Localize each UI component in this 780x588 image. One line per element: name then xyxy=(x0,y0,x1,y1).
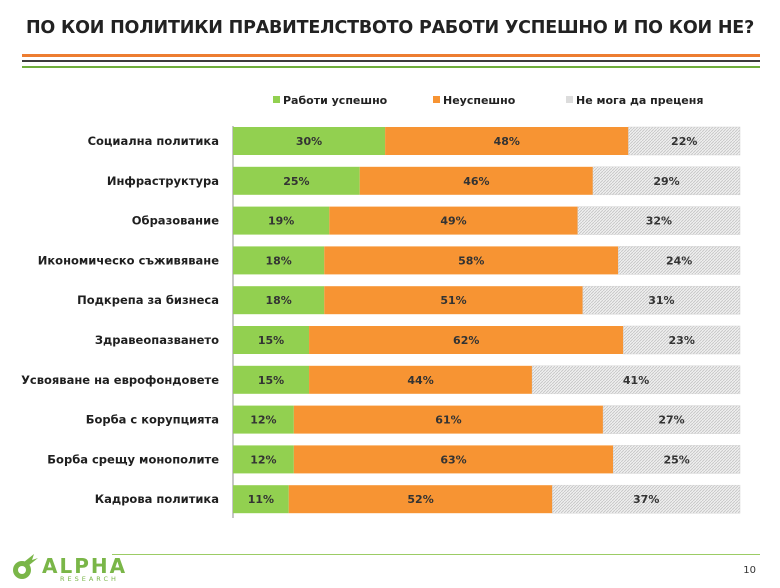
data-label: 63% xyxy=(440,453,466,466)
data-label: 11% xyxy=(248,493,274,506)
data-label: 32% xyxy=(646,215,672,228)
bar-segment-0 xyxy=(233,485,289,514)
page-title: ПО КОИ ПОЛИТИКИ ПРАВИТЕЛСТВОТО РАБОТИ УС… xyxy=(25,18,755,38)
bar-segment-2 xyxy=(628,126,741,156)
data-label: 44% xyxy=(407,374,433,387)
bar-segment-0 xyxy=(233,365,310,394)
data-label: 27% xyxy=(658,414,684,427)
bar-segment-0 xyxy=(233,166,360,195)
category-label: Борба с корупцията xyxy=(86,413,219,427)
data-label: 46% xyxy=(463,175,489,188)
logo-name: ALPHA xyxy=(42,554,128,578)
bar-segment-1 xyxy=(385,127,629,155)
bar-segment-2 xyxy=(552,484,741,514)
data-label: 31% xyxy=(648,294,674,307)
category-label: Борба срещу монополите xyxy=(47,452,219,466)
data-label: 29% xyxy=(653,175,679,188)
bar-segment-1 xyxy=(293,445,614,474)
bar-segment-2 xyxy=(618,246,741,275)
legend-label-0: Работи успешно xyxy=(283,94,388,107)
legend-label-2: Не мога да преценя xyxy=(576,94,703,107)
bar-segment-1 xyxy=(329,206,578,235)
category-label: Усвояване на еврофондовете xyxy=(21,373,219,387)
alpha-research-logo: ALPHA RESEARCH xyxy=(8,552,138,584)
bar-segment-1 xyxy=(359,166,593,195)
bar-segment-0 xyxy=(233,326,310,354)
stacked-bar-chart: Работи успешно Неуспешно Не мога да прецен… xyxy=(21,94,741,518)
footer-rule xyxy=(112,554,760,555)
data-label: 18% xyxy=(265,254,291,267)
bar-segment-1 xyxy=(309,365,533,394)
bar-segment-2 xyxy=(592,166,741,196)
bar-segment-1 xyxy=(293,405,604,434)
logo-subtitle: RESEARCH xyxy=(60,575,119,583)
category-label: Образование xyxy=(132,214,219,228)
bar-segment-2 xyxy=(602,405,741,434)
data-label: 22% xyxy=(671,135,697,148)
data-label: 19% xyxy=(268,215,294,228)
data-label: 58% xyxy=(458,254,484,267)
data-label: 25% xyxy=(663,453,689,466)
category-label: Подкрепа за бизнеса xyxy=(77,293,219,307)
legend-swatch-2 xyxy=(566,96,573,103)
header-rule-orange xyxy=(22,54,760,57)
data-label: 51% xyxy=(440,294,466,307)
legend-swatch-0 xyxy=(273,96,280,103)
page-number: 10 xyxy=(743,565,756,576)
category-label: Икономическо съживяване xyxy=(38,253,219,267)
bar-segment-1 xyxy=(309,326,624,354)
header-rule-green xyxy=(22,66,760,68)
bar-segment-2 xyxy=(623,325,741,355)
chart-bars xyxy=(232,126,741,518)
data-label: 49% xyxy=(440,215,466,228)
logo-mark-icon xyxy=(13,554,38,579)
data-label: 30% xyxy=(296,135,322,148)
bar-segment-0 xyxy=(233,246,325,275)
chart-legend: Работи успешно Неуспешно Не мога да прецен… xyxy=(273,94,703,107)
header-rule-dark xyxy=(22,60,760,62)
data-label: 37% xyxy=(633,493,659,506)
data-label: 52% xyxy=(407,493,433,506)
data-label: 18% xyxy=(265,294,291,307)
bar-segment-2 xyxy=(582,285,741,315)
data-label: 41% xyxy=(623,374,649,387)
bar-segment-2 xyxy=(577,206,741,235)
data-label: 48% xyxy=(494,135,520,148)
bar-segment-0 xyxy=(233,286,325,315)
bar-segment-2 xyxy=(613,445,741,474)
chart-labels: Социална политика 30% 48% 22% Инфраструктура… xyxy=(21,134,697,506)
bar-segment-1 xyxy=(324,246,619,275)
legend-label-1: Неуспешно xyxy=(443,94,516,107)
data-label: 24% xyxy=(666,254,692,267)
data-label: 12% xyxy=(250,453,276,466)
category-label: Социална политика xyxy=(88,134,219,148)
bar-segment-0 xyxy=(233,206,330,235)
bar-segment-2 xyxy=(531,365,741,395)
data-label: 15% xyxy=(258,334,284,347)
data-label: 25% xyxy=(283,175,309,188)
data-label: 12% xyxy=(250,414,276,427)
category-label: Здравеопазването xyxy=(95,333,219,347)
bar-segment-1 xyxy=(288,485,553,514)
data-label: 61% xyxy=(435,414,461,427)
category-label: Инфраструктура xyxy=(107,174,219,188)
bar-segment-0 xyxy=(233,445,294,474)
data-label: 62% xyxy=(453,334,479,347)
bar-segment-0 xyxy=(233,405,294,434)
data-label: 23% xyxy=(669,334,695,347)
bar-segment-0 xyxy=(233,127,386,155)
category-label: Кадрова политика xyxy=(95,492,219,506)
data-label: 15% xyxy=(258,374,284,387)
legend-swatch-1 xyxy=(433,96,440,103)
bar-segment-1 xyxy=(324,286,583,315)
